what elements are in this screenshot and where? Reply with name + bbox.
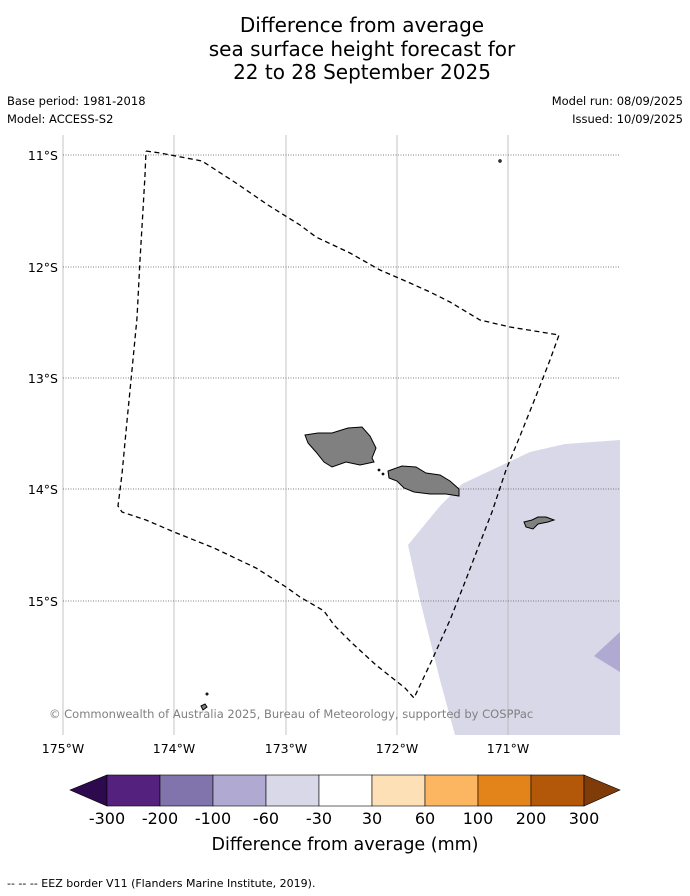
- colorbar-segment: [371, 774, 426, 807]
- colorbar-tick: -30: [306, 809, 332, 828]
- title-line-3: 22 to 28 September 2025: [233, 60, 491, 84]
- base-period-text: Base period: 1981-2018: [7, 94, 146, 108]
- lon-label: 175°W: [42, 741, 84, 756]
- islet-2: [381, 472, 385, 476]
- savaii-island: [304, 426, 377, 468]
- meta-left: Base period: 1981-2018 Model: ACCESS-S2: [7, 94, 146, 130]
- lat-gridlines: [63, 154, 620, 602]
- lat-labels: 11°S 12°S 13°S 14°S 15°S: [28, 148, 58, 609]
- colorbar-tick: 100: [463, 809, 494, 828]
- lat-label: 11°S: [28, 148, 58, 163]
- lon-labels: 175°W 174°W 173°W 172°W 171°W: [42, 741, 529, 756]
- colorbar-tick-labels: -300 -200 -100 -60 -30 30 60 100 200 300: [89, 809, 599, 828]
- meta-right: Model run: 08/09/2025 Issued: 10/09/2025: [552, 94, 683, 130]
- swains-island: [498, 159, 502, 163]
- colorbar-segment: [212, 774, 267, 807]
- anomaly-region-medium: [594, 632, 620, 672]
- title-line-1: Difference from average: [239, 13, 485, 37]
- colorbar-segment: [424, 774, 479, 807]
- chart-title: Difference from average sea surface heig…: [0, 13, 690, 85]
- colorbar-segment: [265, 774, 320, 807]
- tutuila-island: [523, 516, 556, 530]
- colorbar-tick: 200: [516, 809, 547, 828]
- colorbar-segment: [159, 774, 214, 807]
- colorbar-tick: 300: [569, 809, 600, 828]
- model-run-text: Model run: 08/09/2025: [551, 94, 683, 108]
- lat-label: 13°S: [28, 371, 58, 386]
- eez-legend-text: -- -- -- EEZ border V11 (Flanders Marine…: [7, 877, 316, 890]
- anomaly-region-light: [408, 440, 620, 735]
- colorbar-label: Difference from average (mm): [211, 835, 478, 855]
- colorbar-extend-low: [69, 774, 108, 807]
- colorbar-tick: -200: [142, 809, 178, 828]
- map-area: [62, 135, 620, 735]
- colorbar-segment: [106, 774, 161, 807]
- colorbar-segment: [530, 774, 585, 807]
- colorbar-tick: -300: [89, 809, 125, 828]
- lon-gridlines: [62, 135, 509, 735]
- colorbar-segment: [477, 774, 532, 807]
- niuafoou-island: [200, 703, 208, 711]
- copyright-text: © Commonwealth of Australia 2025, Bureau…: [49, 707, 533, 721]
- islands: [200, 159, 556, 711]
- eez-border: [117, 150, 560, 700]
- model-text: Model: ACCESS-S2: [7, 112, 114, 126]
- lon-label: 172°W: [376, 741, 418, 756]
- colorbar-tick: 60: [415, 809, 435, 828]
- colorbar: -300 -200 -100 -60 -30 30 60 100 200 300…: [69, 774, 621, 855]
- lat-label: 14°S: [28, 482, 58, 497]
- lat-label: 12°S: [28, 260, 58, 275]
- lon-label: 173°W: [265, 741, 307, 756]
- lon-label: 171°W: [487, 741, 529, 756]
- tafahi-island: [205, 692, 209, 696]
- colorbar-tick: -60: [253, 809, 279, 828]
- colorbar-tick: -100: [195, 809, 231, 828]
- colorbar-extend-high: [583, 774, 621, 807]
- upolu-island: [387, 465, 460, 497]
- colorbar-segment: [318, 774, 373, 807]
- colorbar-tick: 30: [362, 809, 382, 828]
- issued-text: Issued: 10/09/2025: [572, 112, 683, 126]
- lat-label: 15°S: [28, 594, 58, 609]
- lon-label: 174°W: [153, 741, 195, 756]
- title-line-2: sea surface height forecast for: [208, 36, 516, 61]
- islet-1: [377, 468, 381, 472]
- map-figure: 11°S 12°S 13°S 14°S 15°S 175°W 174°W 173…: [28, 135, 621, 855]
